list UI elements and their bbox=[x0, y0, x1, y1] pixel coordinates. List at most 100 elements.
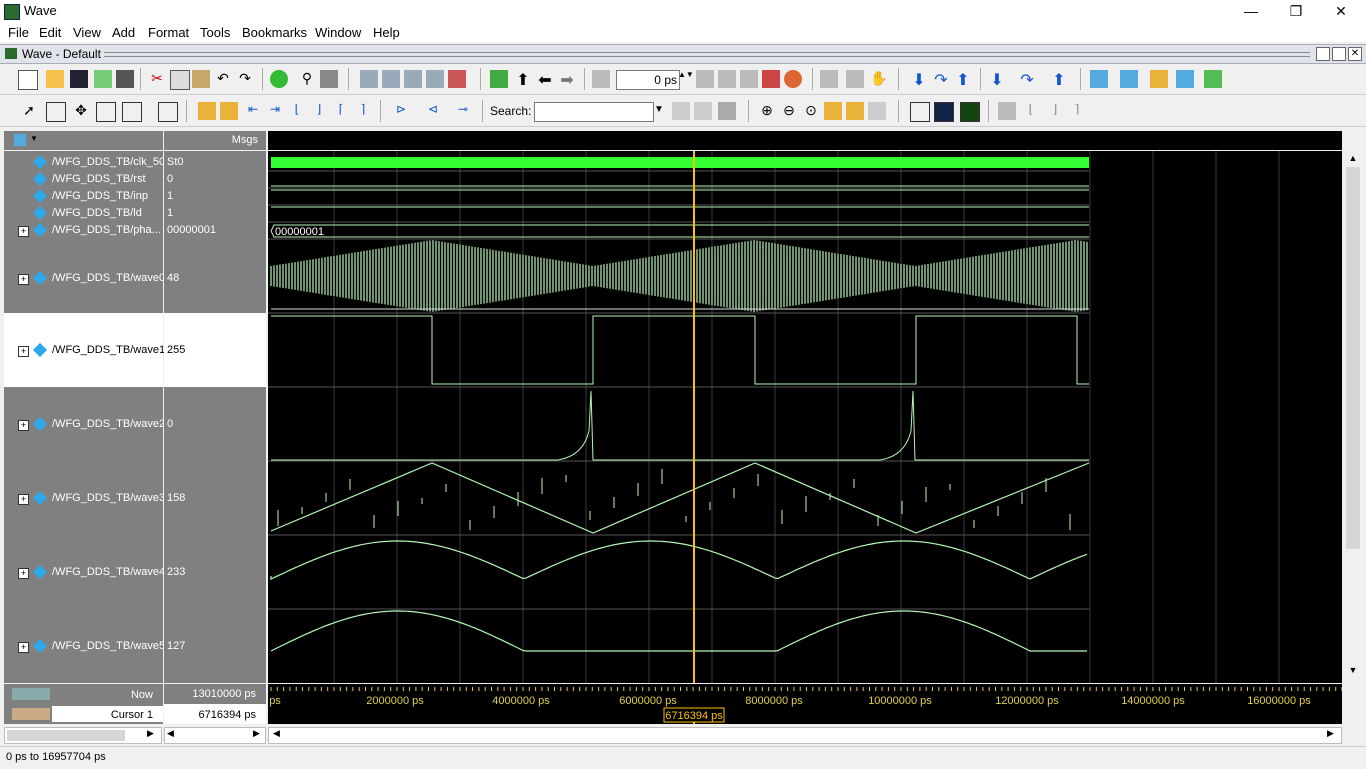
values-hscroll[interactable]: ◀ ▶ bbox=[164, 727, 266, 744]
expand-icon[interactable]: + bbox=[18, 346, 29, 357]
find-icon[interactable]: ⚲ bbox=[301, 70, 313, 86]
signal-row-name[interactable]: + /WFG_DDS_TB/wave0 bbox=[4, 270, 165, 286]
layout-5-icon[interactable] bbox=[1204, 70, 1222, 88]
menu-bookmarks[interactable]: Bookmarks bbox=[242, 25, 308, 40]
scroll-left-icon[interactable]: ◀ bbox=[167, 728, 174, 738]
close-subwindow-icon[interactable]: ✕ bbox=[1348, 47, 1362, 61]
step-over-icon[interactable] bbox=[846, 70, 864, 88]
hand-icon[interactable]: ✋ bbox=[870, 70, 888, 86]
stop-icon[interactable] bbox=[448, 70, 466, 88]
menu-tools[interactable]: Tools bbox=[200, 25, 231, 40]
add-icon[interactable] bbox=[270, 70, 288, 88]
zoom-full-icon[interactable]: ⊙ bbox=[805, 102, 817, 118]
menu-add[interactable]: Add bbox=[112, 25, 136, 40]
open-folder-icon[interactable] bbox=[46, 70, 64, 88]
lock-icon[interactable] bbox=[12, 708, 50, 720]
select-pointer-icon[interactable]: ➚ bbox=[23, 102, 35, 118]
new-file-icon[interactable] bbox=[18, 70, 38, 90]
forward-arrow-icon[interactable]: ➡ bbox=[560, 72, 574, 89]
chevron-down-icon[interactable]: ▼ bbox=[654, 104, 664, 115]
step-over-arrow-icon[interactable]: ↷ bbox=[934, 72, 948, 89]
undo-icon[interactable]: ↶ bbox=[217, 70, 229, 86]
minimize-button[interactable]: — bbox=[1244, 3, 1258, 19]
print-icon[interactable] bbox=[116, 70, 134, 88]
search-back-icon[interactable] bbox=[672, 102, 690, 120]
close-button[interactable]: ✕ bbox=[1335, 3, 1347, 19]
stop-sim-icon[interactable] bbox=[784, 70, 802, 88]
drag-grip[interactable] bbox=[104, 52, 1310, 57]
wave-format-2-icon[interactable] bbox=[934, 102, 954, 122]
compile-all-icon[interactable] bbox=[382, 70, 400, 88]
time-spinner-icon[interactable]: ▲▼ bbox=[678, 70, 694, 79]
simulate-icon[interactable] bbox=[404, 70, 422, 88]
undock-icon[interactable] bbox=[1332, 47, 1346, 61]
edge-right-icon[interactable]: ⌉ bbox=[1074, 102, 1080, 116]
prev-falling-icon[interactable]: ⌊ bbox=[294, 102, 300, 116]
search-input[interactable] bbox=[534, 102, 654, 122]
menu-help[interactable]: Help bbox=[373, 25, 400, 40]
next-edge-icon[interactable]: ⇥ bbox=[269, 102, 281, 116]
record-icon[interactable] bbox=[158, 102, 178, 122]
zoom-mode-icon[interactable] bbox=[46, 102, 66, 122]
scroll-right-icon[interactable]: ▶ bbox=[1327, 728, 1334, 738]
menu-edit[interactable]: Edit bbox=[39, 25, 62, 40]
waveform-svg[interactable]: 00000001 bbox=[268, 151, 1342, 683]
dock-icon[interactable] bbox=[1316, 47, 1330, 61]
menu-window[interactable]: Window bbox=[315, 25, 362, 40]
expand-time-icon[interactable]: ⊸ bbox=[457, 102, 469, 116]
edge-left-icon[interactable]: ⌊ bbox=[1028, 102, 1034, 116]
continue-icon[interactable] bbox=[718, 70, 736, 88]
expand-icon[interactable]: + bbox=[18, 568, 29, 579]
next-falling-icon[interactable]: ⌋ bbox=[316, 102, 322, 116]
collapse-signal-icon[interactable]: ⊲ bbox=[427, 102, 439, 116]
prev-rising-icon[interactable]: ⌈ bbox=[338, 102, 344, 116]
expand-icon[interactable]: + bbox=[18, 420, 29, 431]
insert-cursor-mode-icon[interactable] bbox=[122, 102, 142, 122]
wave-format-1-icon[interactable] bbox=[910, 102, 930, 122]
signal-row-name[interactable]: + /WFG_DDS_TB/wave3 bbox=[4, 490, 165, 506]
names-hscroll-thumb[interactable] bbox=[7, 730, 125, 741]
run-length-icon[interactable] bbox=[592, 70, 610, 88]
expand-icon[interactable]: + bbox=[18, 274, 29, 285]
edge-mid-icon[interactable]: ⌋ bbox=[1052, 102, 1058, 116]
layout-1-icon[interactable] bbox=[1090, 70, 1108, 88]
run-time-input[interactable]: 0 ps bbox=[616, 70, 680, 90]
c-step-out-icon[interactable]: ⬆ bbox=[1052, 72, 1066, 89]
c-step-over-icon[interactable]: ↷ bbox=[1020, 72, 1034, 89]
footer-tools-icon[interactable] bbox=[12, 688, 50, 700]
scroll-down-icon[interactable]: ▼ bbox=[1348, 665, 1358, 675]
expand-icon[interactable]: + bbox=[18, 226, 29, 237]
step-out-icon[interactable]: ⬆ bbox=[956, 72, 970, 89]
cut-icon[interactable]: ✂ bbox=[151, 70, 163, 86]
scroll-up-icon[interactable]: ▲ bbox=[1348, 153, 1358, 163]
vertical-scrollbar[interactable]: ▲ ▼ bbox=[1344, 151, 1362, 683]
wave-format-3-icon[interactable] bbox=[960, 102, 980, 122]
expand-icon[interactable]: + bbox=[18, 642, 29, 653]
insert-cursor-icon[interactable] bbox=[198, 102, 216, 120]
redo-icon[interactable]: ↷ bbox=[239, 70, 251, 86]
chevron-down-icon[interactable]: ▼ bbox=[30, 134, 38, 143]
step-into-icon[interactable]: ⬇ bbox=[912, 72, 926, 89]
reload-icon[interactable] bbox=[94, 70, 112, 88]
grid-icon[interactable] bbox=[998, 102, 1016, 120]
signal-row-name[interactable]: /WFG_DDS_TB/ld bbox=[4, 205, 163, 221]
back-arrow-icon[interactable]: ⬅ bbox=[538, 72, 552, 89]
signal-row-name[interactable]: + /WFG_DDS_TB/wave4 bbox=[4, 564, 165, 580]
prev-edge-icon[interactable]: ⇤ bbox=[247, 102, 259, 116]
cursor-label[interactable]: Cursor 1 bbox=[110, 709, 153, 721]
names-header[interactable]: ▼ bbox=[4, 131, 163, 150]
search-options-icon[interactable] bbox=[718, 102, 736, 120]
signal-row-name[interactable]: /WFG_DDS_TB/rst bbox=[4, 171, 163, 187]
names-hscroll[interactable]: ▶ bbox=[4, 727, 162, 744]
signal-row-name[interactable]: /WFG_DDS_TB/inp bbox=[4, 188, 163, 204]
copy-icon[interactable] bbox=[170, 70, 190, 90]
wave-hscroll[interactable]: ◀ ▶ bbox=[268, 727, 1342, 744]
scroll-right-icon[interactable]: ▶ bbox=[147, 728, 154, 738]
run-all-icon[interactable] bbox=[740, 70, 758, 88]
scroll-left-icon[interactable]: ◀ bbox=[273, 728, 280, 738]
zoom-out-icon[interactable]: ⊖ bbox=[783, 102, 795, 118]
signal-row-name[interactable]: /WFG_DDS_TB/clk_50 bbox=[4, 154, 165, 170]
menu-file[interactable]: File bbox=[8, 25, 29, 40]
expand-icon[interactable]: + bbox=[18, 494, 29, 505]
delete-cursor-icon[interactable] bbox=[220, 102, 238, 120]
